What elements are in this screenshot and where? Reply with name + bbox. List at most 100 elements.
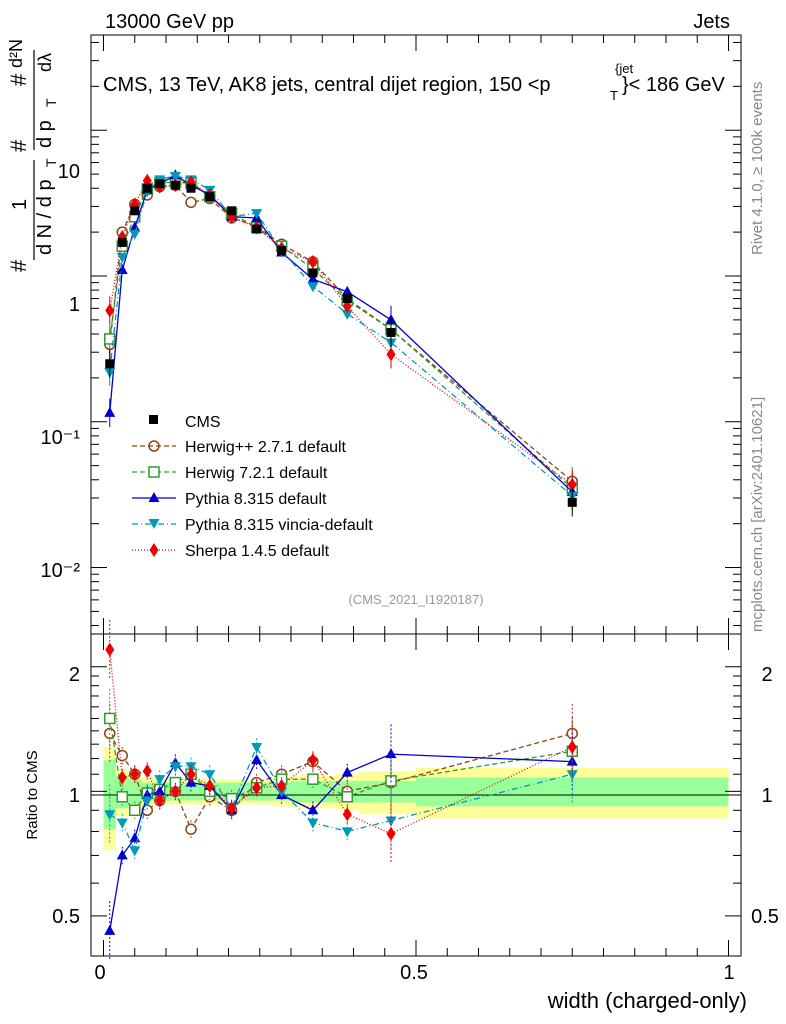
y-tick-label-10: 10 — [58, 161, 80, 183]
data-point — [567, 497, 577, 507]
ratio-line — [109, 745, 573, 853]
plot-title: CMS, 13 TeV, AK8 jets, central dijet reg… — [103, 61, 726, 103]
data-point — [386, 347, 396, 362]
ratio-point — [169, 762, 181, 773]
ratio-point — [105, 642, 115, 657]
ratio-point — [307, 773, 319, 785]
ratio-point — [251, 742, 263, 753]
data-point — [341, 309, 353, 320]
y-title-dpt-sub: T — [43, 98, 59, 107]
ratio-point — [116, 818, 128, 829]
legend-marker-sherpa — [149, 543, 159, 557]
ratio-point — [116, 791, 128, 803]
mcplots-label: mcplots.cern.ch [arXiv:2401.10621] — [749, 397, 766, 632]
data-point — [116, 263, 128, 274]
ratio-point — [130, 767, 140, 782]
rivet-version-label: Rivet 4.1.0, ≥ 100k events — [749, 82, 766, 255]
data-point — [227, 206, 237, 216]
data-point — [170, 180, 180, 190]
data-point — [567, 477, 577, 492]
ratio-point — [341, 827, 353, 838]
ratio-point — [154, 785, 166, 796]
ratio-series-layer — [104, 619, 578, 961]
y-title-hash-3: # — [6, 73, 31, 86]
legend-label-cms: CMS — [185, 414, 221, 431]
data-point — [105, 359, 115, 369]
x-tick-label-0.5: 0.5 — [400, 962, 428, 984]
main-axis-ticks — [91, 35, 741, 634]
ratio-tick-label-right-0.5: 0.5 — [751, 906, 779, 928]
y-tick-label-0.01: 10⁻² — [41, 560, 81, 582]
legend-label-vincia: Pythia 8.315 vincia-default — [185, 517, 373, 534]
ratio-point — [129, 846, 141, 857]
stat-uncertainty-band — [184, 782, 198, 801]
ratio-point — [277, 779, 287, 794]
ratio-point — [204, 770, 216, 781]
series-cms — [105, 179, 577, 517]
legend-entry-vincia: Pythia 8.315 vincia-default — [132, 517, 373, 534]
legend-entry-pythia: Pythia 8.315 default — [132, 491, 327, 508]
y-title-dn-dpt: d N / d p — [34, 179, 56, 255]
plot-title-sup: {jet — [615, 61, 633, 76]
legend-entry-cms: CMS — [149, 414, 221, 431]
y-axis-title: # d N / d p T 1 # d p T # d²N dλ — [6, 39, 59, 272]
data-point — [104, 406, 116, 417]
ratio-point — [116, 749, 128, 762]
data-point — [342, 294, 352, 304]
series-layer — [104, 169, 578, 517]
legend-entry-herwig7: Herwig 7.2.1 default — [132, 465, 328, 482]
data-point — [307, 273, 319, 284]
data-point — [169, 172, 181, 183]
y-title-dlambda: dλ — [35, 53, 55, 72]
ratio-point — [129, 804, 141, 817]
legend-entry-sherpa: Sherpa 1.4.5 default — [132, 543, 330, 560]
ratio-point — [117, 770, 127, 785]
legend-marker-pythia — [148, 492, 160, 502]
ratio-point — [170, 784, 180, 799]
ratio-point — [142, 763, 152, 778]
y-title-hash-2: # — [6, 139, 31, 152]
ratio-tick-label-2: 2 — [69, 664, 80, 686]
ratio-axis-ticks — [91, 634, 741, 956]
y-title-dpt: d p — [34, 120, 56, 148]
data-point — [386, 327, 396, 337]
ratio-line — [109, 732, 573, 831]
data-point — [205, 192, 215, 202]
data-point — [251, 209, 263, 220]
ratio-point — [567, 739, 577, 754]
data-point — [308, 254, 318, 269]
data-point — [129, 221, 141, 232]
ratio-y-tick-labels: 2 1 0.5 2 1 0.5 — [52, 664, 779, 928]
ratio-point — [104, 924, 116, 935]
stat-uncertainty-band — [128, 779, 141, 805]
ratio-point — [205, 779, 215, 794]
data-point — [116, 252, 128, 263]
ratio-tick-label-0.5: 0.5 — [52, 906, 80, 928]
ratio-point — [185, 823, 197, 835]
ratio-point — [386, 826, 396, 841]
legend-entry-herwigpp: Herwig++ 2.7.1 default — [132, 439, 347, 456]
ratio-point — [342, 807, 352, 822]
x-tick-label-1: 1 — [723, 962, 734, 984]
ratio-tick-label-1: 1 — [69, 785, 80, 807]
x-tick-labels: 0 0.5 1 — [94, 962, 734, 984]
ratio-point — [307, 818, 319, 829]
data-point — [186, 183, 196, 193]
data-point — [185, 196, 197, 209]
data-point — [155, 179, 165, 189]
ratio-point — [104, 712, 116, 725]
data-point — [129, 229, 141, 240]
ratio-point — [227, 801, 237, 816]
data-point — [277, 245, 287, 255]
y-title-dn-dpt-sub: T — [43, 158, 59, 167]
ratio-point — [341, 791, 353, 803]
legend-marker-cms — [149, 415, 158, 424]
plot-title-main: CMS, 13 TeV, AK8 jets, central dijet reg… — [103, 74, 551, 96]
data-point — [142, 183, 152, 193]
data-point — [341, 285, 353, 296]
ratio-point — [385, 748, 397, 759]
ratio-tick-label-right-2: 2 — [761, 664, 772, 686]
analysis-reference: (CMS_2021_I1920187) — [348, 592, 483, 607]
data-point — [252, 224, 262, 234]
